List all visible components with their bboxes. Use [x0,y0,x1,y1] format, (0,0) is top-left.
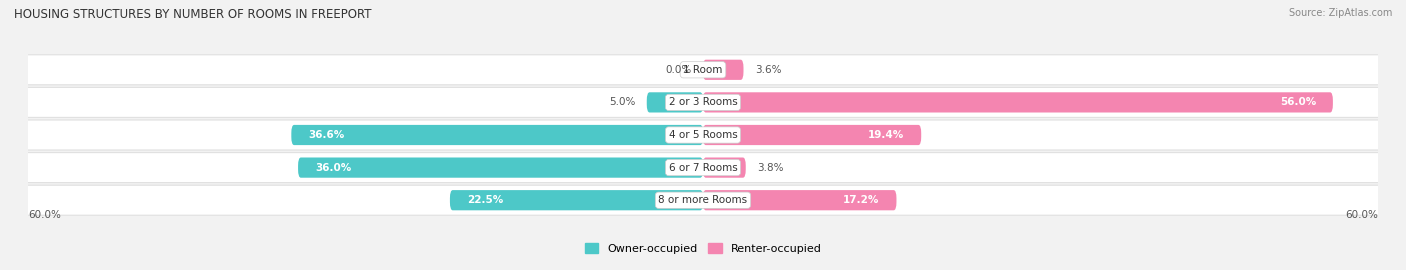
FancyBboxPatch shape [703,60,744,80]
Text: 3.8%: 3.8% [756,163,783,173]
Text: 36.0%: 36.0% [315,163,352,173]
FancyBboxPatch shape [22,185,1384,215]
Text: 6 or 7 Rooms: 6 or 7 Rooms [669,163,737,173]
FancyBboxPatch shape [22,87,1384,117]
Text: 19.4%: 19.4% [868,130,904,140]
Text: 2 or 3 Rooms: 2 or 3 Rooms [669,97,737,107]
Text: 56.0%: 56.0% [1279,97,1316,107]
FancyBboxPatch shape [22,55,1384,85]
Text: 60.0%: 60.0% [1346,210,1378,220]
FancyBboxPatch shape [291,125,703,145]
Text: HOUSING STRUCTURES BY NUMBER OF ROOMS IN FREEPORT: HOUSING STRUCTURES BY NUMBER OF ROOMS IN… [14,8,371,21]
Text: 1 Room: 1 Room [683,65,723,75]
FancyBboxPatch shape [703,157,745,178]
Text: 8 or more Rooms: 8 or more Rooms [658,195,748,205]
FancyBboxPatch shape [22,120,1384,150]
Text: 3.6%: 3.6% [755,65,782,75]
Legend: Owner-occupied, Renter-occupied: Owner-occupied, Renter-occupied [585,244,821,254]
Text: 5.0%: 5.0% [609,97,636,107]
FancyBboxPatch shape [703,92,1333,113]
FancyBboxPatch shape [298,157,703,178]
Text: 36.6%: 36.6% [308,130,344,140]
FancyBboxPatch shape [450,190,703,210]
Text: 22.5%: 22.5% [467,195,503,205]
Text: 4 or 5 Rooms: 4 or 5 Rooms [669,130,737,140]
Text: 17.2%: 17.2% [844,195,880,205]
Text: Source: ZipAtlas.com: Source: ZipAtlas.com [1288,8,1392,18]
Text: 60.0%: 60.0% [28,210,60,220]
FancyBboxPatch shape [22,153,1384,183]
Text: 0.0%: 0.0% [665,65,692,75]
FancyBboxPatch shape [703,125,921,145]
FancyBboxPatch shape [703,190,897,210]
FancyBboxPatch shape [647,92,703,113]
